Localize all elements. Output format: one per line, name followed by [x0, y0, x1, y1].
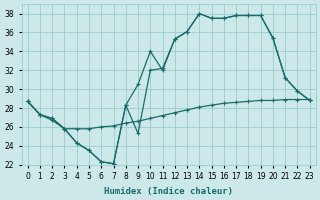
X-axis label: Humidex (Indice chaleur): Humidex (Indice chaleur): [104, 187, 233, 196]
